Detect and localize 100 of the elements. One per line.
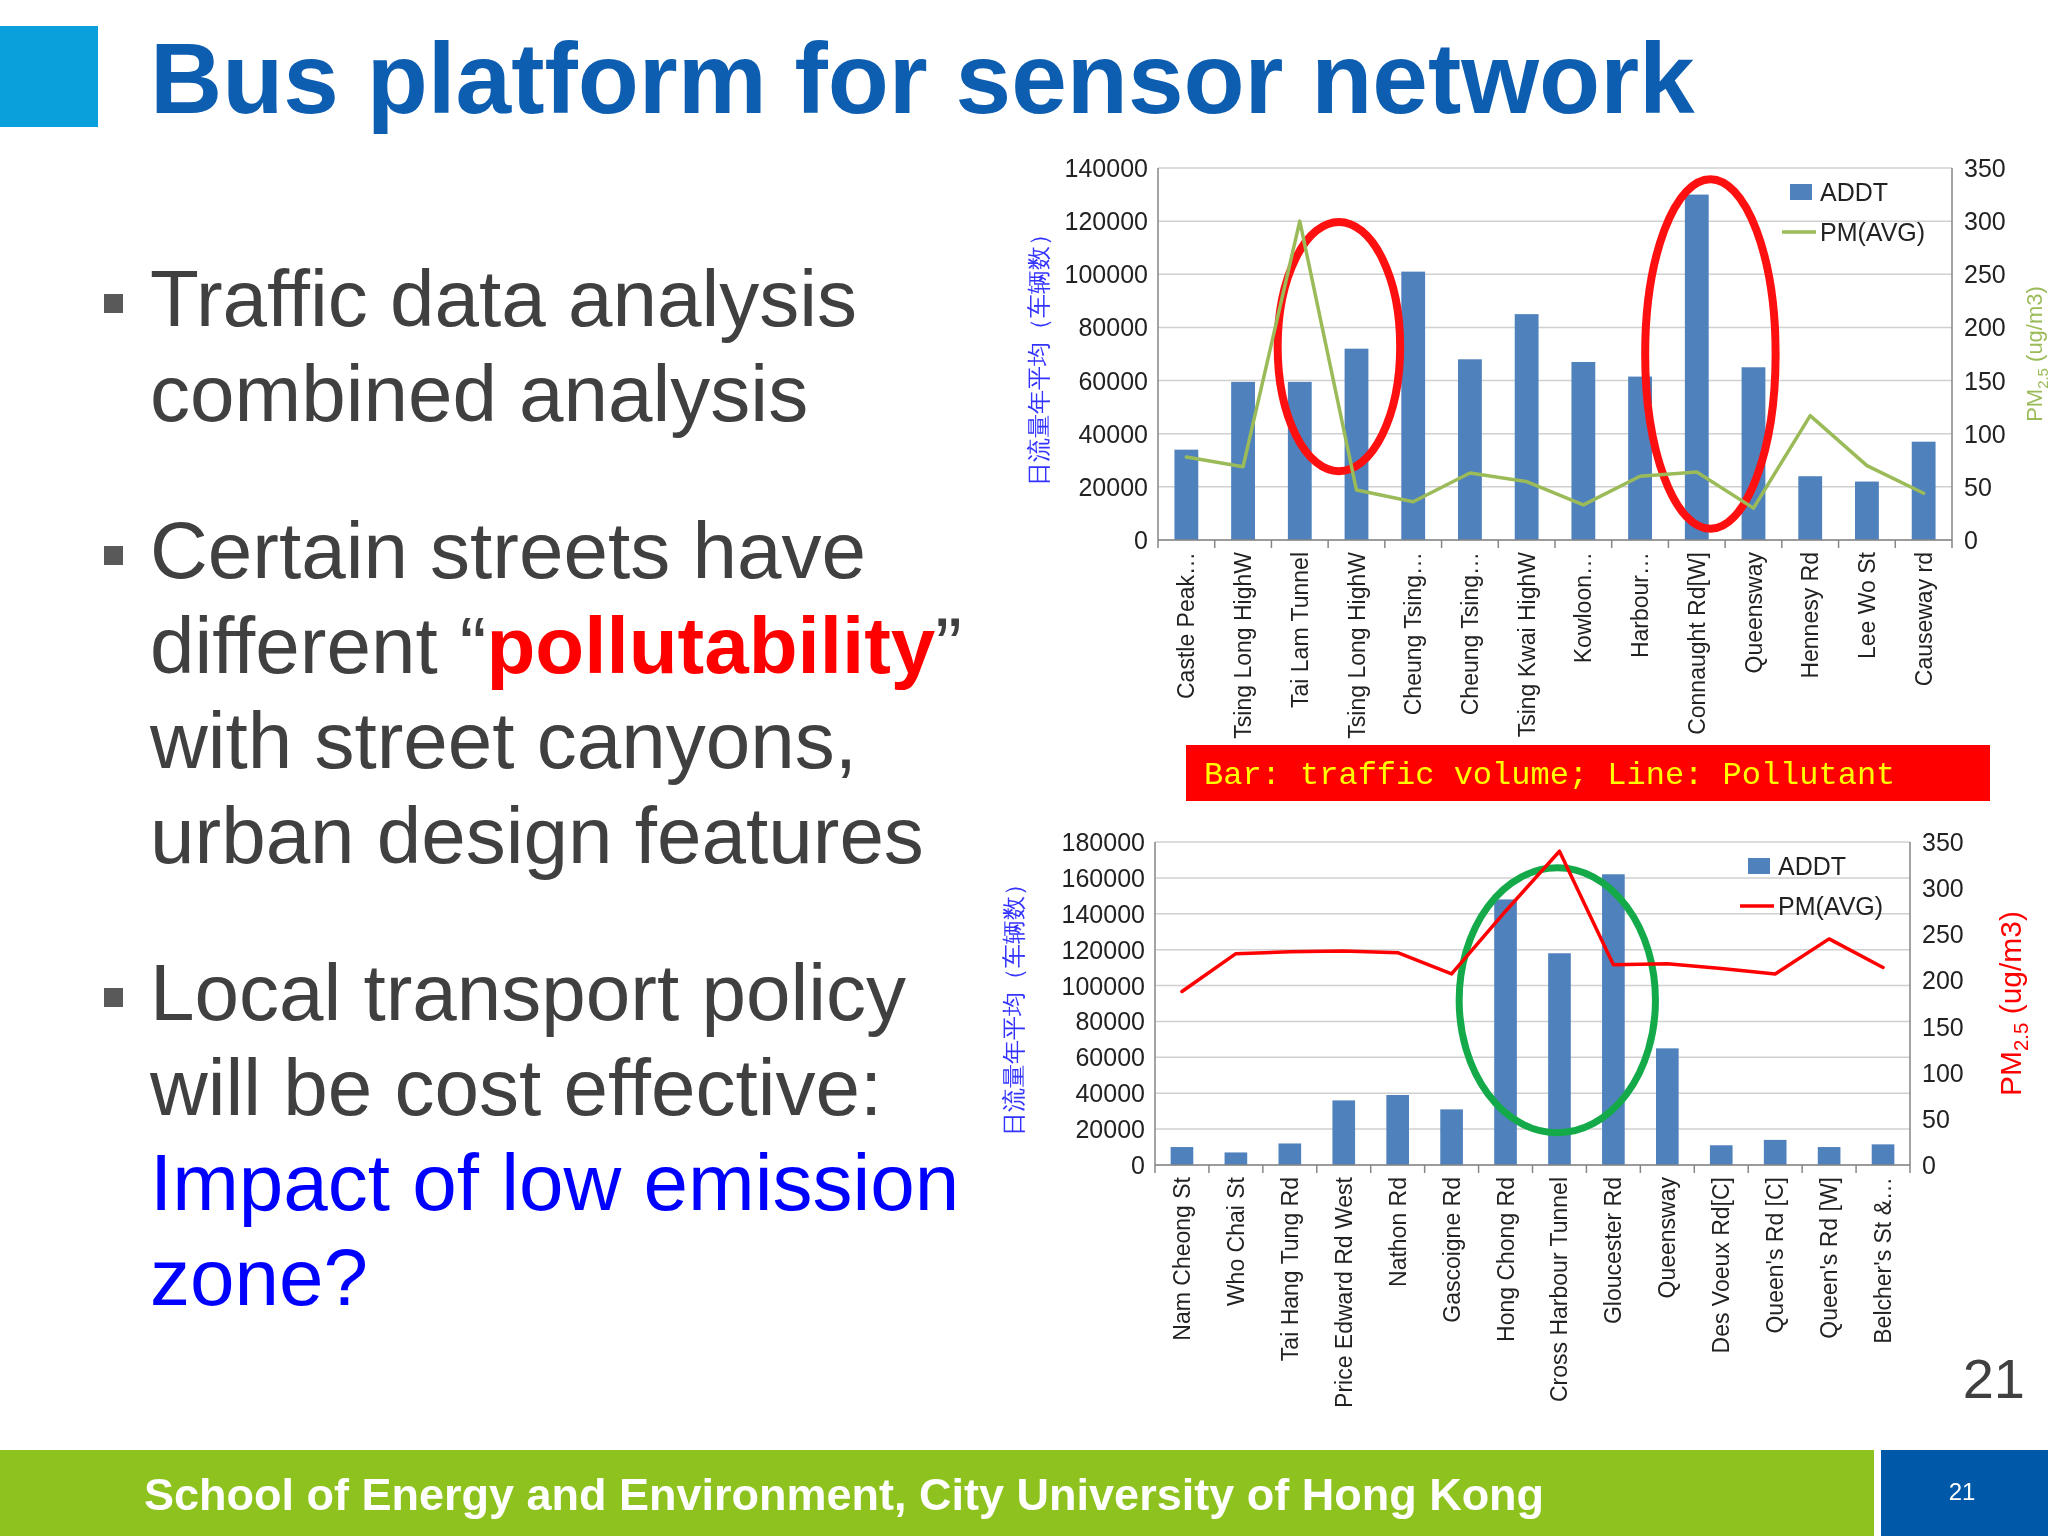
bar bbox=[1548, 953, 1571, 1165]
bar bbox=[1709, 1145, 1733, 1165]
y-tick-label: 0 bbox=[1134, 526, 1148, 554]
text: 21 bbox=[1948, 1478, 1976, 1505]
y-tick-label: 80000 bbox=[1078, 313, 1148, 342]
x-tick-label: Gascoigne Rd bbox=[1438, 1177, 1465, 1323]
bar bbox=[1440, 1109, 1463, 1165]
x-tick-label: Price Edward Rd West bbox=[1330, 1176, 1357, 1408]
y-tick-label: 40000 bbox=[1078, 419, 1148, 448]
legend-label: PM(AVG) bbox=[1820, 218, 1926, 246]
text: Traffic data analysis combined analysis bbox=[150, 254, 857, 438]
legend-label: ADDT bbox=[1820, 178, 1889, 206]
x-tick-label: Queen's Rd [C] bbox=[1762, 1177, 1789, 1334]
y2-tick-label: 350 bbox=[1922, 828, 1964, 856]
y-tick-label: 60000 bbox=[1078, 366, 1148, 395]
bar bbox=[1458, 359, 1482, 540]
y2-tick-label: 50 bbox=[1922, 1104, 1950, 1133]
x-tick-label: Tsing Long HighW bbox=[1230, 551, 1257, 739]
y-axis-title: 日流量年平均（车辆数） bbox=[999, 871, 1027, 1136]
x-tick-label: Harbour… bbox=[1627, 552, 1654, 659]
x-tick-label: Tai Hang Tung Rd bbox=[1276, 1177, 1303, 1362]
x-tick-label: Nam Cheong St bbox=[1168, 1176, 1195, 1341]
bar bbox=[1684, 194, 1709, 540]
legend-label: PM(AVG) bbox=[1778, 892, 1884, 920]
y2-tick-label: 100 bbox=[1964, 419, 2006, 448]
x-tick-label: Tai Lam Tunnel bbox=[1286, 552, 1313, 708]
x-tick-label: Belcher's St &… bbox=[1870, 1177, 1897, 1344]
bar bbox=[1514, 314, 1539, 540]
bar bbox=[1278, 1143, 1302, 1165]
x-tick-label: Gloucester Rd bbox=[1600, 1177, 1627, 1325]
bar bbox=[1386, 1095, 1409, 1165]
y-tick-label: 160000 bbox=[1061, 863, 1145, 892]
y-tick-label: 140000 bbox=[1064, 154, 1148, 182]
y2-tick-label: 150 bbox=[1922, 1012, 1964, 1041]
x-tick-label: Castle Peak… bbox=[1173, 552, 1200, 700]
x-tick-label: Tsing Long HighW bbox=[1343, 551, 1370, 739]
x-tick-label: Queensway bbox=[1654, 1176, 1681, 1299]
y-tick-label: 80000 bbox=[1075, 1007, 1145, 1036]
bar bbox=[1224, 1152, 1248, 1165]
bar bbox=[1817, 1147, 1841, 1165]
legend-label: ADDT bbox=[1778, 852, 1847, 880]
x-tick-label: Hong Chong Rd bbox=[1492, 1177, 1519, 1342]
y2-tick-label: 300 bbox=[1964, 207, 2006, 236]
y-tick-label: 60000 bbox=[1075, 1043, 1145, 1072]
text: Impact of low emission zone? bbox=[150, 1138, 960, 1322]
bar bbox=[1763, 1139, 1787, 1165]
x-tick-label: Cheung Tsing… bbox=[1400, 552, 1427, 716]
y2-tick-label: 250 bbox=[1964, 260, 2006, 289]
y2-tick-label: 250 bbox=[1922, 920, 1964, 949]
text: 21 bbox=[1962, 1347, 2025, 1410]
y-tick-label: 0 bbox=[1131, 1151, 1145, 1179]
bar bbox=[1571, 361, 1596, 540]
bar bbox=[1494, 899, 1517, 1165]
text: Bar: traffic volume; Line: Pollutant bbox=[1204, 757, 1896, 794]
bar bbox=[1855, 481, 1879, 540]
y2-tick-label: 100 bbox=[1922, 1058, 1964, 1087]
x-tick-label: Causeway rd bbox=[1910, 552, 1937, 687]
bar bbox=[1231, 381, 1255, 540]
text: Certain streets have different “pollutability” with street canyons, urban design features bbox=[149, 506, 962, 880]
line-series bbox=[1180, 849, 1885, 994]
x-tick-label: Who Chai St bbox=[1222, 1176, 1249, 1307]
y2-tick-label: 50 bbox=[1964, 472, 1992, 501]
y2-tick-label: 200 bbox=[1922, 966, 1964, 995]
x-tick-label: Nathon Rd bbox=[1384, 1177, 1411, 1287]
line-series bbox=[1184, 219, 1926, 510]
y-tick-label: 140000 bbox=[1061, 899, 1145, 928]
y2-tick-label: 0 bbox=[1964, 526, 1978, 554]
y-tick-label: 20000 bbox=[1078, 472, 1148, 501]
y-tick-label: 100000 bbox=[1064, 260, 1148, 289]
x-tick-label: Tsing Kwai HighW bbox=[1513, 551, 1540, 738]
x-tick-label: Queensway bbox=[1740, 551, 1767, 674]
bar bbox=[1656, 1048, 1679, 1165]
chart-title: Bus platform for sensor network bbox=[150, 22, 1696, 134]
x-tick-label: Hennesy Rd bbox=[1797, 552, 1824, 679]
y-tick-label: 40000 bbox=[1075, 1079, 1145, 1108]
x-tick-label: Lee Wo St bbox=[1853, 551, 1880, 659]
y-tick-label: 120000 bbox=[1064, 207, 1148, 236]
y-tick-label: 20000 bbox=[1075, 1115, 1145, 1144]
x-tick-label: Kowloon… bbox=[1570, 552, 1597, 664]
y-tick-label: 120000 bbox=[1061, 935, 1145, 964]
bar bbox=[1332, 1100, 1356, 1165]
bar bbox=[1170, 1147, 1194, 1165]
x-tick-label: Connaught Rd[W] bbox=[1683, 552, 1710, 735]
text: Local transport policy will be cost effective: bbox=[149, 948, 906, 1132]
y-tick-label: 100000 bbox=[1061, 971, 1145, 1000]
y-axis-title: 日流量年平均（车辆数） bbox=[1024, 222, 1052, 486]
bar bbox=[1602, 874, 1625, 1165]
y2-tick-label: 150 bbox=[1964, 366, 2006, 395]
y2-tick-label: 0 bbox=[1922, 1151, 1936, 1179]
x-tick-label: Des Voeux Rd[C] bbox=[1708, 1177, 1735, 1354]
bar bbox=[1174, 449, 1199, 540]
x-tick-label: Cross Harbour Tunnel bbox=[1546, 1177, 1573, 1402]
bar bbox=[1911, 441, 1936, 540]
x-tick-label: Queen's Rd [W] bbox=[1816, 1177, 1843, 1339]
x-tick-label: Cheung Tsing… bbox=[1456, 552, 1483, 716]
bar bbox=[1798, 476, 1823, 540]
y-tick-label: 180000 bbox=[1061, 828, 1145, 856]
y2-tick-label: 350 bbox=[1964, 154, 2006, 182]
text: School of Energy and Environment, City University of Hong Kong bbox=[144, 1469, 1545, 1520]
bar bbox=[1871, 1144, 1895, 1165]
